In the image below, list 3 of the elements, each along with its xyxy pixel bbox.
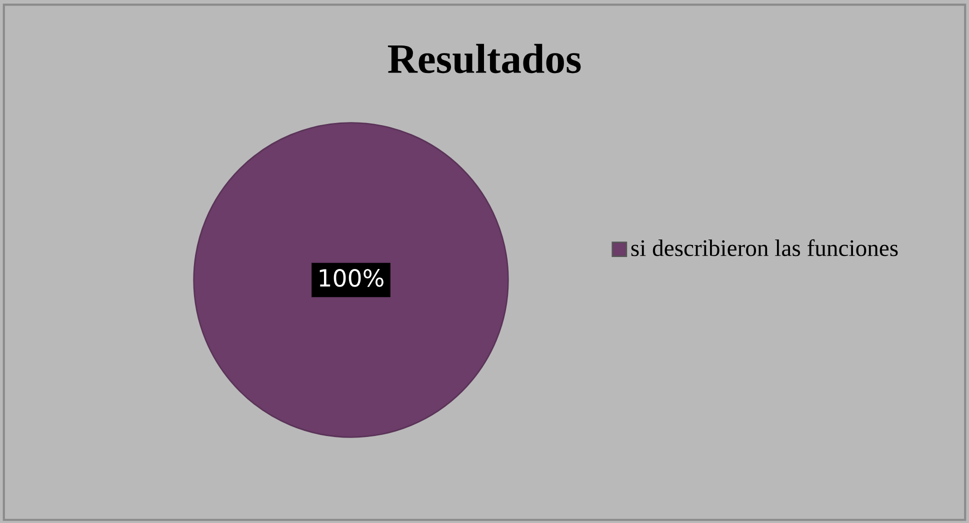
legend-label: si describieron las funciones — [631, 239, 898, 256]
data-label: 100% — [320, 268, 384, 287]
chart-title: Resultados — [388, 44, 581, 74]
